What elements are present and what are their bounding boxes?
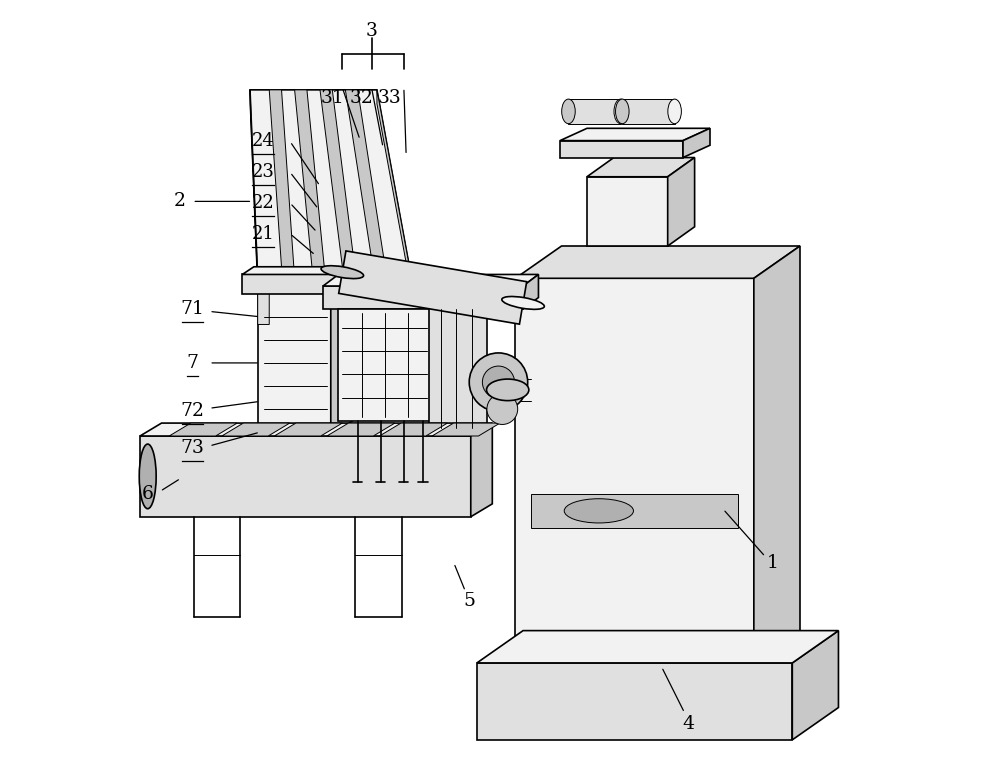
Ellipse shape: [668, 99, 681, 124]
Ellipse shape: [616, 99, 629, 124]
Polygon shape: [560, 128, 710, 141]
Polygon shape: [560, 141, 683, 157]
Ellipse shape: [487, 379, 529, 401]
Text: 73: 73: [180, 438, 204, 456]
Polygon shape: [169, 423, 237, 436]
Polygon shape: [792, 631, 838, 740]
Polygon shape: [269, 90, 295, 279]
Ellipse shape: [139, 444, 156, 509]
Text: 33: 33: [377, 89, 401, 107]
Polygon shape: [531, 493, 738, 528]
Polygon shape: [242, 275, 412, 293]
Polygon shape: [295, 90, 325, 279]
Text: 22: 22: [252, 194, 274, 212]
Polygon shape: [258, 269, 355, 286]
Polygon shape: [258, 271, 269, 324]
Ellipse shape: [564, 499, 633, 523]
Text: 3: 3: [366, 22, 377, 39]
Polygon shape: [250, 90, 412, 279]
Ellipse shape: [562, 99, 575, 124]
Polygon shape: [477, 663, 792, 740]
Polygon shape: [477, 631, 838, 663]
Polygon shape: [622, 99, 675, 124]
Text: 4: 4: [682, 716, 694, 733]
Polygon shape: [515, 279, 754, 709]
Text: 7: 7: [186, 354, 198, 372]
Polygon shape: [258, 286, 331, 436]
Text: 5: 5: [463, 592, 475, 611]
Polygon shape: [683, 128, 710, 157]
Ellipse shape: [502, 296, 544, 310]
Polygon shape: [222, 423, 290, 436]
Text: 31: 31: [320, 89, 344, 107]
Polygon shape: [250, 90, 258, 292]
Polygon shape: [377, 90, 412, 292]
Text: 32: 32: [350, 89, 373, 107]
Polygon shape: [258, 284, 423, 292]
Ellipse shape: [614, 99, 628, 124]
Polygon shape: [331, 269, 355, 436]
Polygon shape: [587, 157, 695, 177]
Polygon shape: [242, 267, 423, 275]
Polygon shape: [327, 423, 395, 436]
Polygon shape: [339, 251, 527, 324]
Text: 71: 71: [180, 300, 204, 318]
Polygon shape: [345, 90, 387, 279]
Text: 21: 21: [252, 225, 275, 242]
Polygon shape: [140, 423, 492, 436]
Text: 6: 6: [142, 485, 154, 503]
Polygon shape: [668, 157, 695, 246]
Polygon shape: [523, 275, 538, 309]
Ellipse shape: [321, 266, 364, 279]
Text: 2: 2: [173, 192, 185, 211]
Polygon shape: [140, 436, 471, 516]
Polygon shape: [274, 423, 342, 436]
Text: 72: 72: [180, 401, 204, 420]
Polygon shape: [432, 423, 500, 436]
Polygon shape: [754, 246, 800, 709]
Polygon shape: [515, 246, 800, 279]
Circle shape: [482, 366, 515, 398]
Text: 1: 1: [767, 554, 779, 572]
Polygon shape: [323, 286, 523, 309]
Polygon shape: [471, 423, 492, 516]
Polygon shape: [323, 275, 538, 286]
Text: 24: 24: [252, 132, 274, 151]
Polygon shape: [412, 267, 423, 293]
Polygon shape: [338, 309, 431, 421]
Polygon shape: [587, 177, 668, 246]
Polygon shape: [429, 305, 487, 432]
Polygon shape: [568, 99, 621, 124]
Polygon shape: [379, 423, 447, 436]
Text: 23: 23: [252, 163, 275, 181]
Circle shape: [469, 353, 528, 411]
Polygon shape: [320, 90, 356, 279]
Circle shape: [487, 394, 518, 425]
